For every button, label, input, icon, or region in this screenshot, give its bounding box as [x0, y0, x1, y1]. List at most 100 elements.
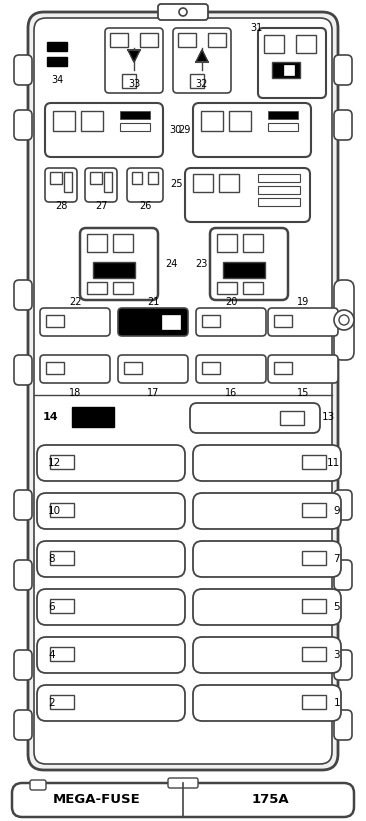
Bar [223, 262, 265, 278]
Bar [124, 362, 142, 374]
FancyBboxPatch shape [40, 308, 110, 336]
Bar [50, 503, 74, 517]
Bar [202, 362, 220, 374]
FancyBboxPatch shape [268, 308, 338, 336]
Bar [81, 111, 103, 131]
Circle shape [334, 310, 354, 330]
Bar [50, 647, 74, 661]
Bar [302, 455, 326, 469]
Bar [120, 111, 150, 119]
Text: 31: 31 [251, 23, 263, 33]
FancyBboxPatch shape [334, 110, 352, 140]
Text: 21: 21 [147, 297, 159, 307]
Text: 33: 33 [128, 79, 140, 89]
Text: 27: 27 [95, 201, 107, 211]
FancyBboxPatch shape [334, 490, 352, 520]
Bar [208, 33, 226, 47]
FancyBboxPatch shape [28, 12, 338, 770]
Bar [274, 362, 292, 374]
FancyBboxPatch shape [118, 355, 188, 383]
FancyBboxPatch shape [45, 103, 163, 157]
FancyBboxPatch shape [193, 103, 311, 157]
Text: 3: 3 [333, 650, 340, 660]
Text: 15: 15 [297, 388, 309, 398]
Bar [243, 282, 263, 294]
Bar [190, 74, 204, 88]
Bar [284, 65, 294, 75]
FancyBboxPatch shape [173, 28, 231, 93]
Bar [302, 695, 326, 709]
FancyBboxPatch shape [14, 280, 32, 310]
Bar [148, 172, 158, 184]
Text: 26: 26 [139, 201, 151, 211]
Polygon shape [196, 50, 208, 62]
FancyBboxPatch shape [105, 28, 163, 93]
Bar [302, 503, 326, 517]
Bar [258, 198, 300, 206]
Polygon shape [128, 50, 140, 62]
FancyBboxPatch shape [190, 403, 320, 433]
FancyBboxPatch shape [334, 560, 352, 590]
FancyBboxPatch shape [45, 168, 77, 202]
FancyBboxPatch shape [37, 637, 185, 673]
Bar [113, 282, 133, 294]
FancyBboxPatch shape [30, 780, 46, 790]
Bar [140, 33, 158, 47]
Bar [120, 123, 150, 131]
Bar [217, 234, 237, 252]
Text: 14: 14 [42, 412, 58, 422]
FancyBboxPatch shape [193, 493, 341, 529]
Bar [90, 172, 102, 184]
Bar [268, 123, 298, 131]
Bar [46, 315, 64, 327]
Text: 1: 1 [333, 698, 340, 708]
FancyBboxPatch shape [14, 55, 32, 85]
FancyBboxPatch shape [40, 355, 110, 383]
FancyBboxPatch shape [193, 637, 341, 673]
Text: 25: 25 [171, 179, 183, 189]
Bar [50, 172, 62, 184]
Text: 6: 6 [48, 602, 55, 612]
Text: 17: 17 [147, 388, 159, 398]
FancyBboxPatch shape [34, 18, 332, 764]
Bar [202, 315, 220, 327]
Bar [217, 282, 237, 294]
Text: 12: 12 [48, 458, 61, 468]
FancyBboxPatch shape [14, 490, 32, 520]
Circle shape [339, 315, 349, 325]
Text: 2: 2 [48, 698, 55, 708]
Bar [93, 262, 135, 278]
Bar [104, 172, 112, 192]
Bar [296, 35, 316, 53]
Bar [110, 33, 128, 47]
Bar [113, 234, 133, 252]
Text: 9: 9 [333, 506, 340, 516]
FancyBboxPatch shape [196, 355, 266, 383]
Bar [50, 695, 74, 709]
Text: 11: 11 [327, 458, 340, 468]
Text: 29: 29 [179, 125, 191, 135]
FancyBboxPatch shape [12, 783, 354, 817]
FancyBboxPatch shape [158, 4, 208, 20]
Bar [87, 282, 107, 294]
FancyBboxPatch shape [168, 778, 198, 788]
Text: 32: 32 [196, 79, 208, 89]
Bar [219, 174, 239, 192]
Bar [258, 186, 300, 194]
FancyBboxPatch shape [14, 650, 32, 680]
Bar [178, 33, 196, 47]
FancyBboxPatch shape [37, 589, 185, 625]
FancyBboxPatch shape [37, 541, 185, 577]
Bar [302, 599, 326, 613]
Text: 34: 34 [51, 75, 63, 85]
FancyBboxPatch shape [127, 168, 163, 202]
Text: 4: 4 [48, 650, 55, 660]
Bar [162, 315, 180, 329]
Bar [46, 362, 64, 374]
Bar [50, 551, 74, 565]
Bar [132, 172, 142, 184]
Text: 5: 5 [333, 602, 340, 612]
Bar [87, 234, 107, 252]
FancyBboxPatch shape [37, 445, 185, 481]
Bar [122, 74, 136, 88]
